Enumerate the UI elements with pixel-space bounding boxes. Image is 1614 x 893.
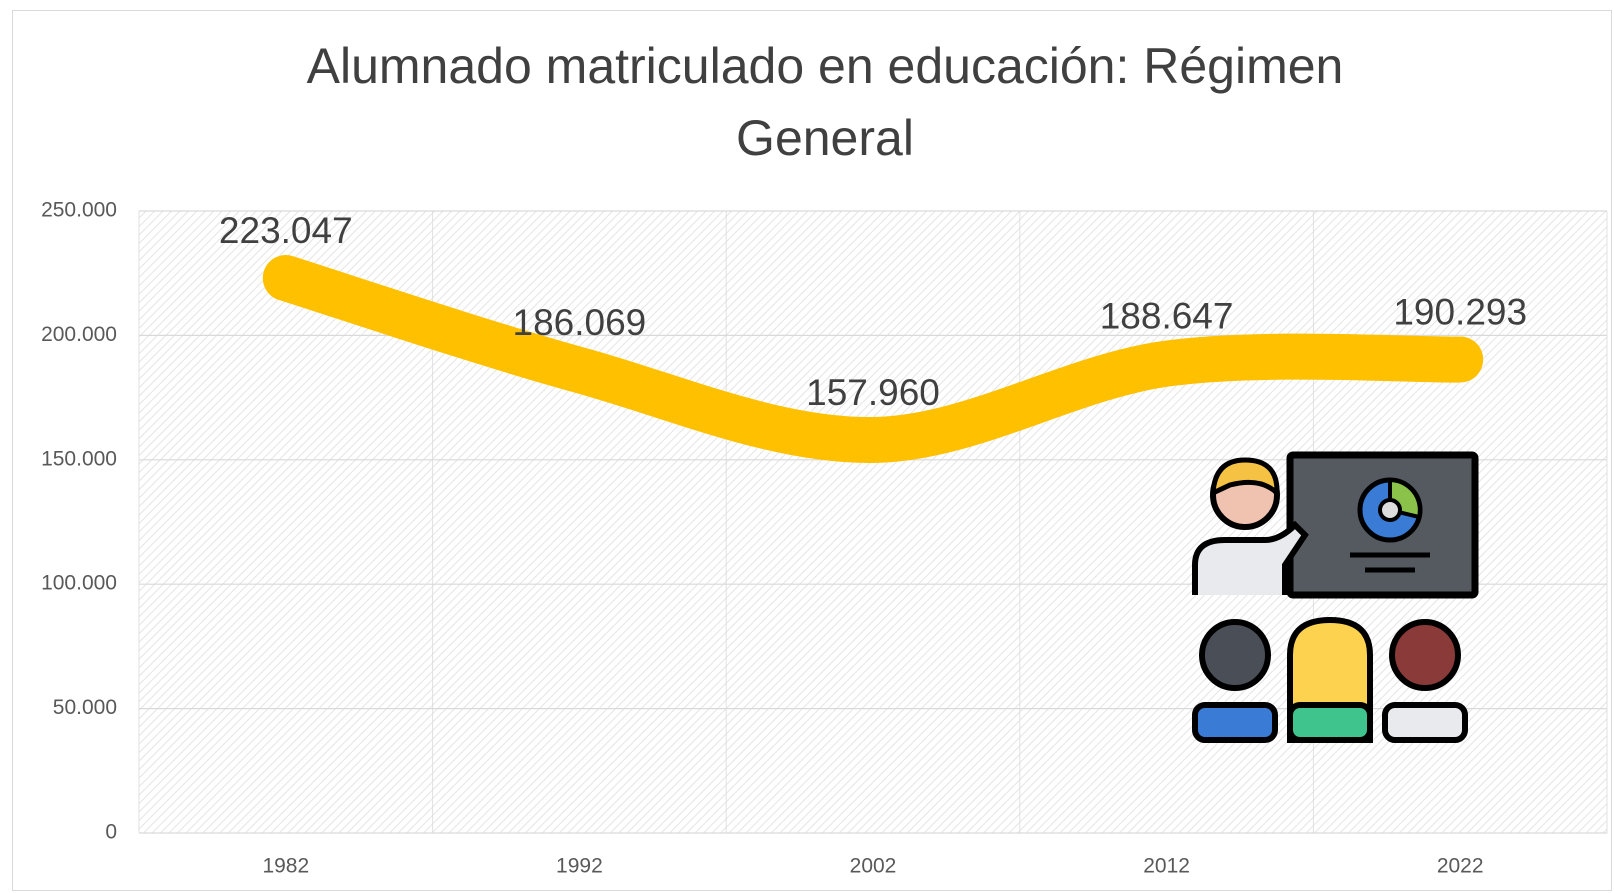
data-label: 157.960 <box>806 372 940 413</box>
y-tick-label: 100.000 <box>41 572 117 595</box>
y-tick-label: 50.000 <box>53 696 117 719</box>
teacher-students-icon <box>1192 451 1479 743</box>
chart-frame <box>12 10 1612 891</box>
data-label: 186.069 <box>513 302 647 343</box>
x-tick-label: 2012 <box>1143 855 1190 878</box>
x-tick-label: 2022 <box>1437 855 1484 878</box>
y-tick-label: 0 <box>105 821 117 844</box>
data-label: 188.647 <box>1100 295 1234 336</box>
x-tick-label: 1982 <box>262 855 309 878</box>
y-tick-label: 150.000 <box>41 447 117 470</box>
data-label: 190.293 <box>1393 291 1527 332</box>
x-tick-label: 1992 <box>556 855 603 878</box>
chart-title: Alumnado matriculado en educación: Régim… <box>306 38 1344 166</box>
y-tick-label: 200.000 <box>41 323 117 346</box>
data-label: 223.047 <box>219 210 353 251</box>
line-series <box>262 255 1484 463</box>
y-tick-label: 250.000 <box>41 199 117 222</box>
x-tick-label: 2002 <box>850 855 897 878</box>
